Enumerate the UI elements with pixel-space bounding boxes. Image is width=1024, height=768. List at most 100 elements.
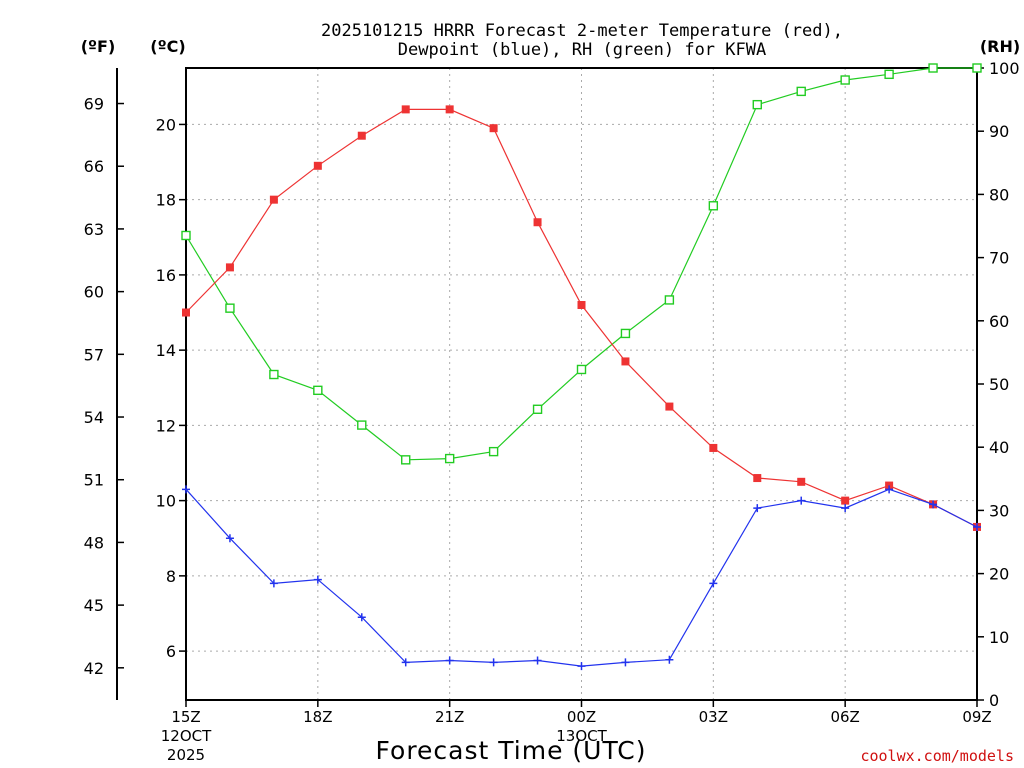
fahrenheit-tick-label: 45 bbox=[84, 596, 104, 615]
temperature-point bbox=[797, 477, 806, 486]
rh-point bbox=[225, 303, 235, 313]
rh-point bbox=[708, 201, 719, 211]
dewpoint-point bbox=[401, 658, 410, 667]
y-tick-labels: 6 8 10 12 14 16 18 20 42 45 48 51 54 57 60 63 66 69 0 10 20 3… bbox=[84, 59, 1020, 710]
celsius-tick-label: 20 bbox=[156, 115, 176, 134]
rh-tick-label: 50 bbox=[989, 375, 1009, 394]
rh-tick-label: 100 bbox=[989, 59, 1020, 78]
dewpoint-point bbox=[665, 655, 674, 664]
fahrenheit-tick-label: 63 bbox=[84, 220, 104, 239]
celsius-tick-label: 10 bbox=[156, 492, 176, 511]
x-tick-label: 00Z bbox=[567, 708, 596, 726]
celsius-tick-label: 8 bbox=[166, 567, 176, 586]
celsius-unit-label: (ºC) bbox=[150, 37, 185, 56]
rh-tick-label: 10 bbox=[989, 628, 1009, 647]
rh-tick-label: 30 bbox=[989, 501, 1009, 520]
x-tick-label: 09Z bbox=[962, 708, 991, 726]
dewpoint-point bbox=[269, 579, 278, 588]
temperature-point bbox=[841, 496, 850, 505]
celsius-tick-label: 16 bbox=[156, 266, 176, 285]
temperature-point bbox=[665, 402, 674, 411]
x-tick-label: 18Z bbox=[303, 708, 332, 726]
rh-point bbox=[664, 295, 675, 305]
rh-tick-label: 20 bbox=[989, 565, 1009, 584]
rh-point bbox=[928, 63, 938, 73]
rh-point bbox=[444, 453, 455, 464]
x-tick-label: 15Z bbox=[171, 708, 200, 726]
data-series bbox=[181, 63, 982, 671]
x-tick-year: 2025 bbox=[167, 746, 205, 764]
rh-point bbox=[488, 446, 499, 457]
dewpoint-point bbox=[182, 485, 190, 494]
dewpoint-point bbox=[753, 504, 762, 513]
dewpoint-point bbox=[225, 534, 234, 543]
rh-tick-label: 70 bbox=[989, 249, 1009, 268]
temperature-point bbox=[357, 131, 366, 140]
axes bbox=[116, 67, 978, 701]
fahrenheit-tick-label: 54 bbox=[84, 408, 104, 427]
dewpoint-point bbox=[313, 575, 322, 584]
x-tick-label: 21Z bbox=[435, 708, 464, 726]
dewpoint-point bbox=[709, 579, 718, 588]
rh-tick-label: 0 bbox=[989, 691, 999, 710]
rh-point bbox=[532, 404, 543, 414]
x-tick-label: 06Z bbox=[830, 708, 859, 726]
dewpoint-point bbox=[929, 500, 938, 509]
rh-tick-label: 60 bbox=[989, 312, 1009, 331]
chart-title-line1: 2025101215 HRRR Forecast 2-meter Tempera… bbox=[321, 21, 843, 41]
fahrenheit-tick-label: 69 bbox=[84, 95, 104, 114]
temperature-point bbox=[225, 263, 234, 272]
dewpoint-point bbox=[621, 658, 630, 667]
rh-point bbox=[752, 99, 762, 110]
grid-lines bbox=[186, 68, 977, 700]
rh-point bbox=[884, 69, 894, 80]
temperature-point bbox=[182, 308, 190, 317]
celsius-tick-label: 12 bbox=[156, 416, 176, 435]
fahrenheit-tick-label: 66 bbox=[84, 157, 104, 176]
rh-point bbox=[972, 63, 982, 73]
dewpoint-point bbox=[841, 504, 850, 513]
dewpoint-point bbox=[533, 656, 542, 665]
rh-unit-label: (RH) bbox=[980, 37, 1020, 56]
temperature-point bbox=[577, 301, 586, 309]
dewpoint-point bbox=[973, 522, 981, 531]
temperature-point bbox=[533, 218, 542, 227]
rh-tick-label: 80 bbox=[989, 185, 1009, 204]
fahrenheit-tick-label: 57 bbox=[84, 345, 104, 364]
celsius-tick-label: 14 bbox=[156, 341, 176, 360]
x-tick-date: 13OCT bbox=[556, 727, 607, 745]
x-axis-label: Forecast Time (UTC) bbox=[376, 736, 647, 765]
rh-line bbox=[185, 67, 977, 461]
temperature-point bbox=[709, 443, 718, 452]
credit-text: coolwx.com/models bbox=[860, 747, 1014, 765]
rh-point bbox=[401, 455, 411, 465]
chart-title-line2: Dewpoint (blue), RH (green) for KFWA bbox=[398, 40, 766, 60]
temperature-point bbox=[489, 124, 498, 133]
temperature-point bbox=[401, 105, 410, 114]
temperature-point bbox=[753, 474, 762, 483]
celsius-tick-label: 6 bbox=[166, 642, 176, 661]
x-tick-label: 03Z bbox=[699, 708, 728, 726]
series-temperature bbox=[182, 105, 981, 531]
rh-point bbox=[840, 75, 850, 85]
plot-frame bbox=[185, 67, 978, 701]
series-dewpoint bbox=[182, 485, 981, 671]
series-rh bbox=[181, 63, 982, 465]
dewpoint-point bbox=[357, 613, 366, 622]
rh-point bbox=[576, 364, 587, 375]
fahrenheit-tick-label: 51 bbox=[84, 471, 104, 490]
dewpoint-point bbox=[797, 496, 806, 505]
x-tick-date: 12OCT bbox=[161, 727, 212, 745]
rh-point bbox=[357, 420, 367, 430]
fahrenheit-tick-label: 60 bbox=[84, 283, 104, 302]
temperature-point bbox=[313, 161, 322, 170]
fahrenheit-tick-label: 42 bbox=[84, 659, 104, 678]
rh-point bbox=[796, 86, 806, 97]
rh-point bbox=[181, 230, 191, 241]
fahrenheit-tick-label: 48 bbox=[84, 533, 104, 552]
fahrenheit-unit-label: (ºF) bbox=[81, 37, 116, 56]
dewpoint-point bbox=[489, 658, 498, 667]
dewpoint-point bbox=[577, 662, 586, 671]
